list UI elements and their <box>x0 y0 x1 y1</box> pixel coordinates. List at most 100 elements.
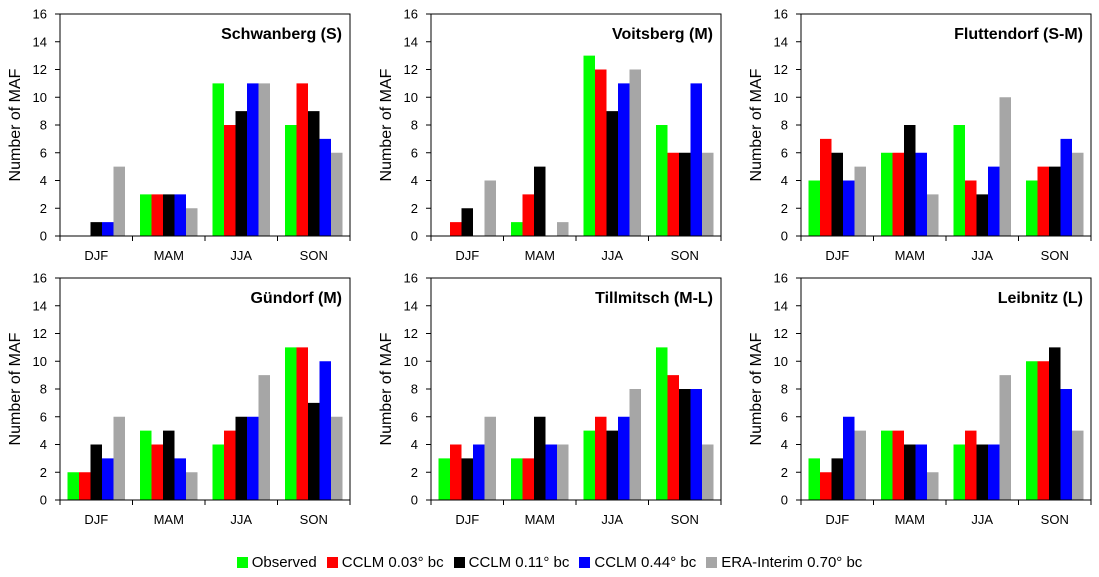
chart-voitsberg-m-ytick-label: 14 <box>404 34 418 49</box>
chart-fluttendorf-s-m-xtick-label: SON <box>1041 248 1069 263</box>
chart-leibnitz-l-bar-era-interim-0-70-bc <box>854 430 866 500</box>
chart-schwanberg-s-ytick-label: 12 <box>33 62 47 77</box>
chart-gundorf-m-bar-era-interim-0-70-bc <box>186 472 198 500</box>
chart-fluttendorf-s-m-bar-observed <box>808 180 820 236</box>
chart-leibnitz-l-xtick-label: JJA <box>971 512 993 527</box>
legend-label-cclm-011: CCLM 0.11° bc <box>468 553 570 571</box>
chart-voitsberg-m-bar-observed <box>511 222 523 236</box>
chart-gundorf-m-bar-observed <box>140 430 152 500</box>
chart-tillmitsch-m-l-bar-cclm-0-44-bc <box>690 389 702 500</box>
chart-leibnitz-l-xtick-label: DJF <box>825 512 849 527</box>
chart-voitsberg-m-ytick-label: 2 <box>411 201 418 216</box>
chart-leibnitz-l-ytick-label: 2 <box>781 465 788 480</box>
chart-fluttendorf-s-m-ytick-label: 4 <box>781 173 788 188</box>
chart-schwanberg-s-xtick-label: MAM <box>154 248 184 263</box>
chart-leibnitz-l-ytick-label: 12 <box>774 326 788 341</box>
chart-tillmitsch-m-l-ytick-label: 6 <box>411 409 418 424</box>
chart-gundorf-m-bar-cclm-0-11-bc <box>163 430 175 500</box>
chart-gundorf-m-ytick-label: 14 <box>33 298 47 313</box>
chart-schwanberg-s-bar-observed <box>140 194 152 236</box>
chart-leibnitz-l-xtick-label: MAM <box>895 512 925 527</box>
chart-voitsberg-m: 0 2 4 6 8 10 12 14 16 Number of MAF DJF MAM JJA SON Vo… <box>378 7 722 263</box>
chart-gundorf-m: 0 2 4 6 8 10 12 14 16 Number of MAF DJF MAM JJA SON Gü… <box>7 271 351 527</box>
chart-tillmitsch-m-l-ytick-label: 0 <box>411 493 418 508</box>
chart-voitsberg-m-bar-cclm-0-11-bc <box>534 166 546 236</box>
chart-leibnitz-l-title: Leibnitz (L) <box>998 290 1083 307</box>
chart-fluttendorf-s-m-ytick-label: 8 <box>781 118 788 133</box>
chart-voitsberg-m-bar-cclm-0-03-bc <box>522 194 534 236</box>
chart-leibnitz-l-bar-observed <box>1026 361 1038 500</box>
chart-gundorf-m-ytick-label: 0 <box>40 493 47 508</box>
chart-voitsberg-m-bar-era-interim-0-70-bc <box>702 152 714 236</box>
legend-item-cclm-011: CCLM 0.11° bc <box>453 553 570 571</box>
chart-voitsberg-m-bar-cclm-0-44-bc <box>618 83 630 236</box>
chart-voitsberg-m-xtick-label: SON <box>671 248 699 263</box>
legend-label-cclm-044: CCLM 0.44° bc <box>594 553 697 571</box>
chart-leibnitz-l-bar-cclm-0-44-bc <box>988 444 1000 500</box>
chart-voitsberg-m-bar-observed <box>583 55 595 236</box>
chart-fluttendorf-s-m-bar-observed <box>953 125 965 236</box>
chart-tillmitsch-m-l-xtick-label: DJF <box>455 512 479 527</box>
chart-schwanberg-s-bar-era-interim-0-70-bc <box>186 208 198 236</box>
chart-fluttendorf-s-m-ytick-label: 6 <box>781 145 788 160</box>
chart-gundorf-m-bar-observed <box>285 347 297 500</box>
legend-item-era-interim: ERA-Interim 0.70° bc <box>706 554 862 571</box>
chart-schwanberg-s-bar-observed <box>285 125 297 236</box>
chart-leibnitz-l-bar-cclm-0-03-bc <box>1037 361 1049 500</box>
chart-leibnitz-l-bar-observed <box>953 444 965 500</box>
chart-fluttendorf-s-m-ytick-label: 12 <box>774 62 788 77</box>
chart-leibnitz-l-bar-cclm-0-44-bc <box>1060 389 1072 500</box>
chart-leibnitz-l-xtick-label: SON <box>1041 512 1069 527</box>
chart-fluttendorf-s-m-bar-cclm-0-11-bc <box>976 194 988 236</box>
chart-schwanberg-s-bar-cclm-0-44-bc <box>247 83 259 236</box>
chart-leibnitz-l-bar-era-interim-0-70-bc <box>999 375 1011 500</box>
chart-voitsberg-m-bar-cclm-0-11-bc <box>679 152 691 236</box>
chart-voitsberg-m-bar-cclm-0-44-bc <box>690 83 702 236</box>
chart-schwanberg-s-ytick-label: 0 <box>40 229 47 244</box>
chart-fluttendorf-s-m-bar-era-interim-0-70-bc <box>927 194 939 236</box>
chart-fluttendorf-s-m-ytick-label: 2 <box>781 201 788 216</box>
legend-item-observed: Observed <box>236 554 317 571</box>
chart-leibnitz-l-bar-era-interim-0-70-bc <box>927 472 939 500</box>
chart-tillmitsch-m-l-bar-observed <box>583 430 595 500</box>
chart-voitsberg-m-xtick-label: JJA <box>601 248 623 263</box>
chart-schwanberg-s-ylabel: Number of MAF <box>7 68 24 181</box>
chart-leibnitz-l-bar-cclm-0-11-bc <box>904 444 916 500</box>
chart-tillmitsch-m-l-bar-era-interim-0-70-bc <box>484 416 496 500</box>
chart-voitsberg-m-bar-era-interim-0-70-bc <box>484 180 496 236</box>
chart-leibnitz-l-bar-era-interim-0-70-bc <box>1072 430 1084 500</box>
chart-gundorf-m-bar-era-interim-0-70-bc <box>258 375 270 500</box>
legend-swatch-cclm-003 <box>326 556 338 568</box>
chart-schwanberg-s-bar-cclm-0-03-bc <box>151 194 163 236</box>
chart-gundorf-m-bar-cclm-0-44-bc <box>174 458 186 500</box>
chart-tillmitsch-m-l-bar-cclm-0-03-bc <box>667 375 679 500</box>
chart-schwanberg-s-bar-observed <box>212 83 224 236</box>
chart-fluttendorf-s-m-xtick-label: MAM <box>895 248 925 263</box>
chart-schwanberg-s-bar-cclm-0-03-bc <box>296 83 308 236</box>
chart-leibnitz-l-bar-observed <box>808 458 820 500</box>
chart-gundorf-m-ylabel: Number of MAF <box>7 332 24 445</box>
chart-leibnitz-l-ytick-label: 8 <box>781 382 788 397</box>
chart-schwanberg-s-ytick-label: 14 <box>33 34 47 49</box>
chart-tillmitsch-m-l-bar-cclm-0-11-bc <box>679 389 691 500</box>
chart-voitsberg-m-ytick-label: 10 <box>404 90 418 105</box>
chart-fluttendorf-s-m-bar-observed <box>1026 180 1038 236</box>
chart-leibnitz-l: 0 2 4 6 8 10 12 14 16 Number of MAF DJF MAM JJA SON Le… <box>748 271 1092 527</box>
chart-gundorf-m-ytick-label: 16 <box>33 271 47 286</box>
chart-gundorf-m-ytick-label: 6 <box>40 409 47 424</box>
chart-tillmitsch-m-l-bar-observed <box>438 458 450 500</box>
chart-fluttendorf-s-m-bar-era-interim-0-70-bc <box>999 97 1011 236</box>
chart-fluttendorf-s-m-ytick-label: 0 <box>781 229 788 244</box>
chart-fluttendorf-s-m-bar-cclm-0-44-bc <box>988 166 1000 236</box>
chart-voitsberg-m-bar-cclm-0-11-bc <box>606 111 618 236</box>
chart-fluttendorf-s-m-bar-cclm-0-44-bc <box>915 152 927 236</box>
legend-swatch-era-interim <box>706 556 718 568</box>
chart-gundorf-m-bar-era-interim-0-70-bc <box>331 416 343 500</box>
chart-gundorf-m-ytick-label: 4 <box>40 437 47 452</box>
chart-schwanberg-s-bar-cclm-0-44-bc <box>102 222 114 236</box>
chart-leibnitz-l-bar-cclm-0-03-bc <box>820 472 832 500</box>
chart-tillmitsch-m-l-ytick-label: 16 <box>404 271 418 286</box>
chart-fluttendorf-s-m: 0 2 4 6 8 10 12 14 16 Number of MAF DJF MAM JJA SON Fl… <box>748 7 1092 263</box>
chart-voitsberg-m-xtick-label: MAM <box>525 248 555 263</box>
chart-schwanberg-s-bar-cclm-0-11-bc <box>235 111 247 236</box>
